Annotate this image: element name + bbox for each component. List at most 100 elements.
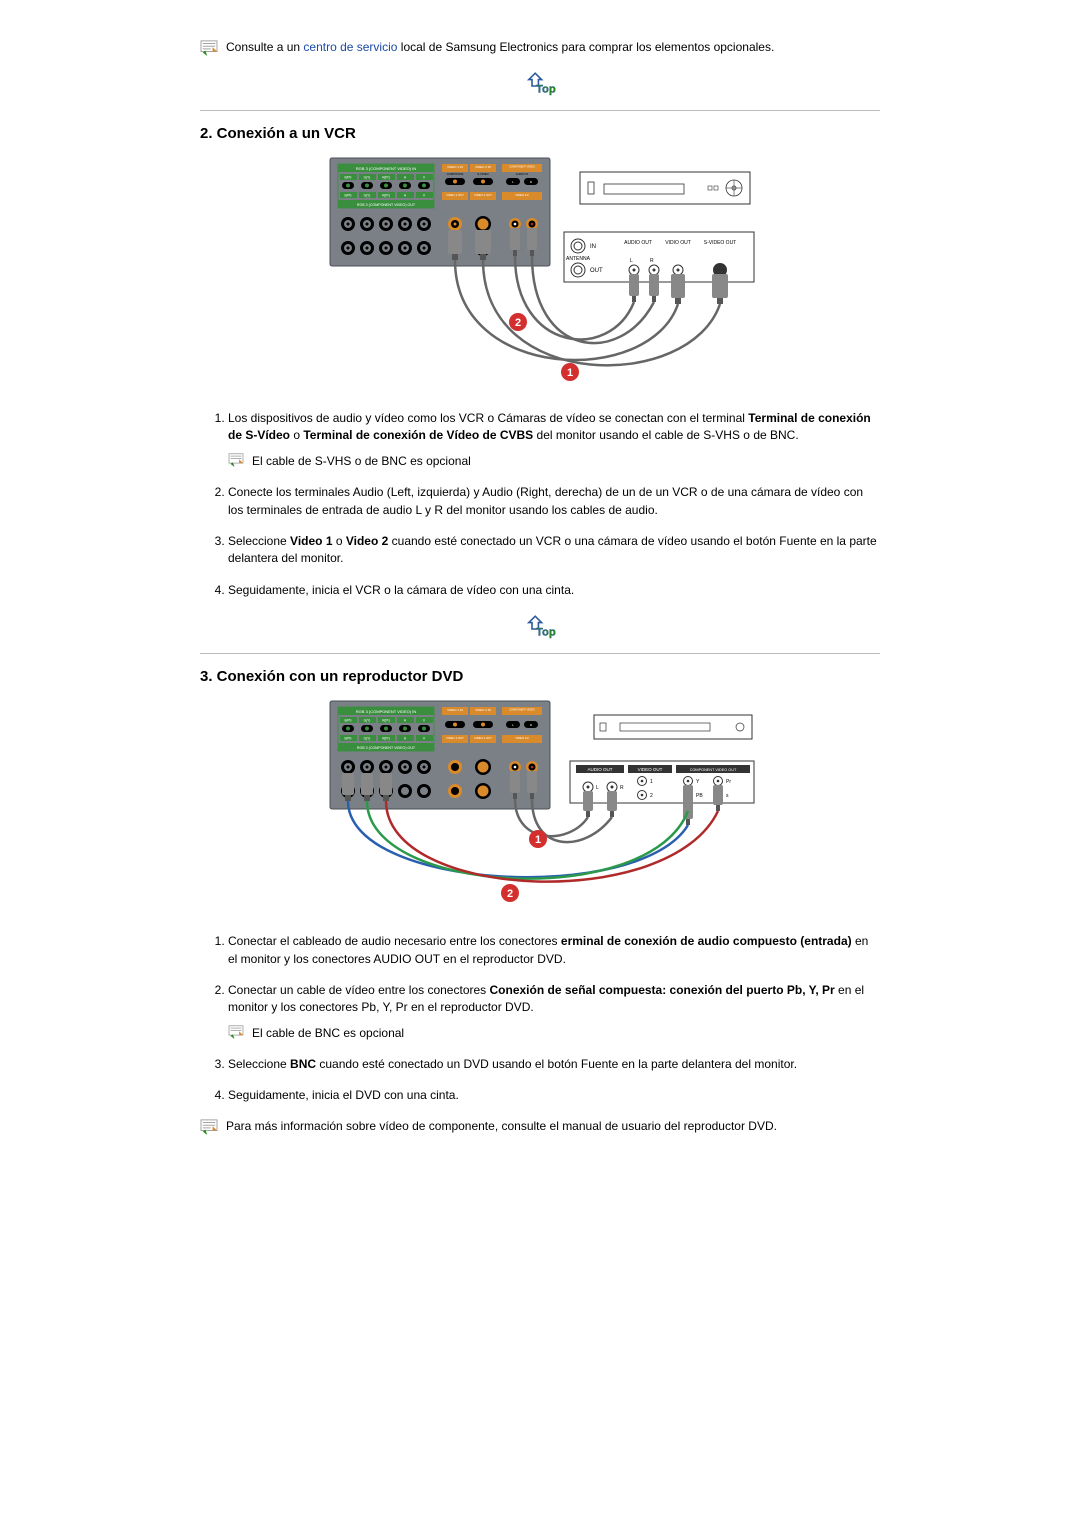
io-v1out: VIDEO 1 OUT [446, 193, 464, 197]
vcr-audio-out: AUDIO OUT [624, 240, 652, 246]
dio-v1out: VIDEO 1 OUT [446, 736, 464, 740]
dio-v1in: VIDEO 1 IN [447, 708, 463, 712]
top-icon[interactable]: Top [200, 613, 880, 645]
dcol2-gy: G(Y) [364, 737, 371, 741]
io-v12: VIDEO 1/2 [515, 193, 529, 197]
vcr-antenna: ANTENNA [566, 256, 591, 262]
s2-1-b2: Terminal de conexión de Vídeo de CVBS [303, 428, 533, 442]
col-bpb: B/Pb [345, 176, 352, 180]
s3-step4: Seguidamente, inicia el DVD con una cint… [228, 1087, 880, 1104]
intro-note-post: local de Samsung Electronics para compra… [397, 40, 774, 54]
vcr-vidio-out: VIDIO OUT [665, 240, 691, 246]
io-v1in: VIDEO 1 IN [447, 165, 463, 169]
s3-step3: Seleccione BNC cuando esté conectado un … [228, 1056, 880, 1073]
section3-title: 3. Conexión con un reproductor DVD [200, 668, 880, 685]
dcol-gy: G(Y) [364, 719, 371, 723]
s2-3-b2: Video 2 [346, 534, 388, 548]
io-audioin: AUDIO IN [516, 172, 528, 176]
dio-v2out: VIDEO 2 OUT [474, 736, 492, 740]
dcol-rpr: R(Pr) [382, 719, 390, 723]
dvd-audio-out: AUDIO OUT [587, 767, 612, 772]
section2-steps: Los dispositivos de audio y vídeo como l… [228, 410, 880, 599]
s3-3-pre: Seleccione [228, 1057, 290, 1071]
col2-gy: G(Y) [364, 194, 371, 198]
intro-note: Consulte a un centro de servicio local d… [200, 40, 880, 56]
dvd-l: L [596, 785, 599, 791]
vcr-r: R [650, 258, 654, 264]
dvd-pb: PB [696, 793, 703, 799]
s3-2-note: El cable de BNC es opcional [252, 1025, 404, 1042]
marker-1: 1 [567, 367, 573, 379]
panel-label-out-d: RGB 3 (COMPONENT VIDEO) OUT [357, 746, 416, 750]
svg-text:1: 1 [650, 779, 653, 785]
s3-2-pre: Conectar un cable de vídeo entre los con… [228, 983, 490, 997]
intro-note-pre: Consulte a un [226, 40, 303, 54]
vcr-in: IN [590, 244, 596, 250]
col-gy: G(Y) [364, 176, 371, 180]
s2-1-note: El cable de S-VHS o de BNC es opcional [252, 453, 471, 470]
note-icon [228, 1025, 244, 1039]
col2-bpb: B/Pb [345, 194, 352, 198]
vcr-out: OUT [590, 268, 603, 274]
note-icon [200, 40, 218, 56]
dio-v12: VIDEO 1/2 [515, 736, 529, 740]
s3-footer-text: Para más información sobre vídeo de comp… [226, 1119, 777, 1133]
dvd-pr: Pr [726, 779, 731, 785]
vcr-l: L [630, 258, 633, 264]
separator [200, 653, 880, 654]
s2-3-b1: Video 1 [290, 534, 332, 548]
col-rpr: R(Pr) [382, 176, 390, 180]
io-comp: COMPOSITE [447, 172, 464, 176]
top-icon[interactable]: Top [200, 70, 880, 102]
s3-2-b1: Conexión de señal compuesta: conexión de… [490, 983, 835, 997]
s3-step2: Conectar un cable de vídeo entre los con… [228, 982, 880, 1042]
vcr-svideo-out: S-VIDEO OUT [704, 240, 737, 246]
section3-steps: Conectar el cableado de audio necesario … [228, 933, 880, 1105]
s3-3-b1: BNC [290, 1057, 316, 1071]
dcol-bpb: B/Pb [345, 719, 352, 723]
s2-3-pre: Seleccione [228, 534, 290, 548]
vcr-diagram: RGB 3 (COMPONENT VIDEO) IN B/Pb G(Y) R(P… [200, 152, 880, 392]
s3-step1: Conectar el cableado de audio necesario … [228, 933, 880, 968]
s2-step1: Los dispositivos de audio y vídeo como l… [228, 410, 880, 470]
io-v2in: VIDEO 2 IN [475, 165, 491, 169]
io-v2out: VIDEO 2 OUT [474, 193, 492, 197]
intro-note-text: Consulte a un centro de servicio local d… [226, 40, 774, 54]
marker-2-d: 2 [507, 888, 513, 900]
io-svid: S-VIDEO [477, 172, 489, 176]
panel-label-in-d: RGB 3 (COMPONENT VIDEO) IN [356, 709, 416, 714]
note-icon [200, 1119, 218, 1135]
s3-1-pre: Conectar el cableado de audio necesario … [228, 934, 561, 948]
dcol2-bpb: B/Pb [345, 737, 352, 741]
dio-v2in: VIDEO 2 IN [475, 708, 491, 712]
io-compvid: COMPONENT VIDEO [509, 165, 535, 169]
s2-step3: Seleccione Video 1 o Video 2 cuando esté… [228, 533, 880, 568]
dcol2-rpr: R(Pr) [382, 737, 390, 741]
dvd-diagram: RGB 3 (COMPONENT VIDEO) IN B/Pb G(Y) R(P… [200, 695, 880, 915]
svg-text:2: 2 [650, 793, 653, 799]
dvd-r: R [620, 785, 624, 791]
s2-3-mid: o [333, 534, 346, 548]
svg-text:Top: Top [536, 83, 556, 95]
separator [200, 110, 880, 111]
dvd-comp-out: COMPONENT VIDEO OUT [690, 768, 737, 772]
section3-footer-note: Para más información sobre vídeo de comp… [200, 1119, 880, 1135]
s3-1-b1: erminal de conexión de audio compuesto (… [561, 934, 852, 948]
dvd-video-out: VIDEO OUT [638, 767, 663, 772]
panel-label-out: RGB 3 (COMPONENT VIDEO) OUT [357, 203, 416, 207]
s2-step2: Conecte los terminales Audio (Left, izqu… [228, 484, 880, 519]
dio-compvid: COMPONENT VIDEO [509, 708, 535, 712]
marker-2: 2 [515, 317, 521, 329]
s3-3-post: cuando esté conectado un DVD usando el b… [316, 1057, 797, 1071]
section2-title: 2. Conexión a un VCR [200, 125, 880, 142]
s2-1-mid: o [290, 428, 303, 442]
svg-text:Top: Top [536, 627, 556, 639]
note-icon [228, 453, 244, 467]
service-center-link[interactable]: centro de servicio [303, 40, 397, 54]
s2-1-post: del monitor usando el cable de S-VHS o d… [533, 428, 798, 442]
s2-1-pre: Los dispositivos de audio y vídeo como l… [228, 411, 748, 425]
marker-1-d: 1 [535, 834, 541, 846]
s2-step4: Seguidamente, inicia el VCR o la cámara … [228, 582, 880, 599]
col2-rpr: R(Pr) [382, 194, 390, 198]
panel-label-in: RGB 3 (COMPONENT VIDEO) IN [356, 166, 416, 171]
